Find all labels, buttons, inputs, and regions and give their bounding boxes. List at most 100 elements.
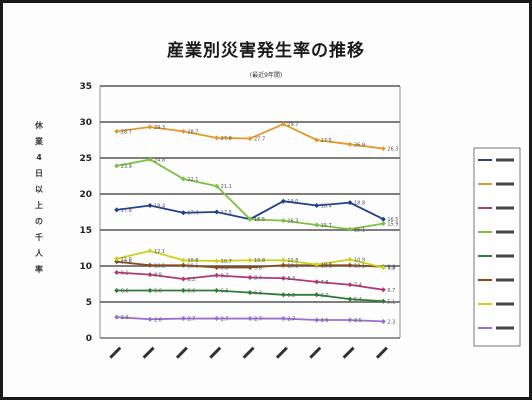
data-point [114,256,120,262]
data-point [380,221,386,227]
data-point [214,209,220,215]
chart-subtitle: (最近9年間) [249,72,283,79]
legend-label-glyphs [496,230,514,234]
data-label: 6.6 [154,288,162,294]
y-tick-label: 10 [79,262,92,272]
x-tick-label [342,346,355,359]
data-label: 6.6 [221,288,229,294]
data-label: 22.1 [187,177,198,183]
data-label: 6.6 [121,288,129,294]
data-label: 28.7 [187,129,198,135]
data-label: 5.1 [387,299,395,305]
data-label: 26.9 [354,142,365,148]
data-point [314,279,320,285]
data-point [147,124,153,130]
data-label: 27.7 [254,137,265,143]
data-point [147,248,153,254]
x-tick-glyphs [309,346,322,359]
data-label: 10.7 [221,259,232,265]
y-tick-label: 0 [86,334,92,344]
data-label: 16.5 [387,217,398,223]
y-tick-label: 35 [79,82,92,92]
legend-label-glyphs [496,182,514,186]
data-label: 18.4 [321,204,332,210]
data-point [114,269,120,275]
data-label: 10.1 [187,263,198,269]
data-label: 2.6 [154,317,162,323]
data-point [147,156,153,162]
data-label: 17.8 [121,208,132,214]
x-tick-label [209,346,222,359]
x-tick-glyphs [142,346,155,359]
data-point [247,136,253,142]
x-tick-glyphs [342,346,355,359]
data-label: 19.0 [287,199,298,205]
data-point [114,128,120,134]
data-label: 9.8 [254,265,262,271]
data-point [214,316,220,322]
data-point [314,137,320,143]
data-label: 2.5 [354,318,362,324]
data-label: 8.3 [287,276,295,282]
x-tick-glyphs [109,346,122,359]
data-point [214,135,220,141]
data-label: 2.3 [387,319,395,325]
x-tick-label [142,346,155,359]
data-label: 15.9 [387,222,398,228]
x-tick-label [109,346,122,359]
x-tick-label [309,346,322,359]
data-label: 29.3 [154,125,165,131]
data-label: 8.2 [187,277,195,283]
data-label: 2.7 [254,317,262,323]
data-point [347,226,353,232]
data-point [114,207,120,213]
data-point [114,163,120,169]
data-point [314,203,320,209]
data-label: 28.7 [121,129,132,135]
data-label: 23.9 [121,164,132,170]
data-point [247,264,253,270]
data-label: 24.8 [154,157,165,163]
data-point [147,272,153,278]
data-label: 6.0 [287,293,295,299]
data-label: 18.4 [154,204,165,210]
y-tick-label: 5 [86,298,92,308]
data-point [380,146,386,152]
data-point [380,287,386,293]
data-point [314,262,320,268]
data-label: 7.8 [321,280,329,286]
data-point [180,276,186,282]
data-label: 9.8 [387,265,395,271]
data-point [114,259,120,265]
data-point [380,318,386,324]
data-label: 7.4 [354,283,362,289]
data-point [214,258,220,264]
y-tick-label: 30 [79,118,92,128]
data-point [347,262,353,268]
data-point [247,257,253,263]
chart-title: 産業別災害発生率の推移 [167,41,365,61]
data-point [214,272,220,278]
data-label: 26.3 [387,147,398,153]
data-point [180,128,186,134]
x-tick-glyphs [242,346,255,359]
data-point [380,298,386,304]
data-label: 21.1 [221,184,232,190]
x-tick-glyphs [275,346,288,359]
data-point [347,200,353,206]
data-label: 27.8 [221,136,232,142]
data-point [180,210,186,216]
data-label: 17.4 [187,211,198,217]
data-point [280,262,286,268]
data-point [314,292,320,298]
data-point [280,257,286,263]
legend-label-glyphs [496,278,514,282]
data-point [147,203,153,209]
data-label: 2.5 [321,318,329,324]
data-point [280,198,286,204]
data-point [347,141,353,147]
data-point [214,287,220,293]
data-point [347,296,353,302]
